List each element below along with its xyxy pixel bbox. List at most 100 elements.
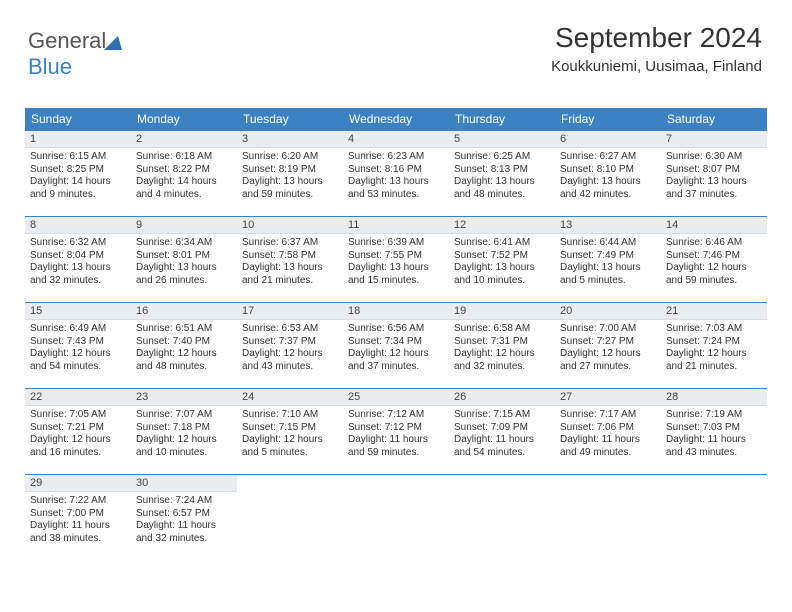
day-body: Sunrise: 6:41 AMSunset: 7:52 PMDaylight:…: [449, 234, 555, 291]
sunset-line: Sunset: 7:09 PM: [454, 422, 550, 435]
day-cell: 4Sunrise: 6:23 AMSunset: 8:16 PMDaylight…: [343, 131, 449, 217]
daylight-line: Daylight: 11 hours and 59 minutes.: [348, 434, 444, 459]
sunrise-line: Sunrise: 6:53 AM: [242, 323, 338, 336]
day-cell: 27Sunrise: 7:17 AMSunset: 7:06 PMDayligh…: [555, 389, 661, 475]
sunset-line: Sunset: 7:40 PM: [136, 336, 232, 349]
day-cell: 28Sunrise: 7:19 AMSunset: 7:03 PMDayligh…: [661, 389, 767, 475]
daylight-line: Daylight: 11 hours and 32 minutes.: [136, 520, 232, 545]
sunset-line: Sunset: 8:10 PM: [560, 164, 656, 177]
daylight-line: Daylight: 13 hours and 42 minutes.: [560, 176, 656, 201]
week-row: 29Sunrise: 7:22 AMSunset: 7:00 PMDayligh…: [25, 475, 767, 561]
day-number: 27: [555, 389, 661, 406]
daylight-line: Daylight: 12 hours and 10 minutes.: [136, 434, 232, 459]
day-number: 29: [25, 475, 131, 492]
day-number: 15: [25, 303, 131, 320]
logo-text-2: Blue: [28, 54, 72, 79]
day-cell: ..: [237, 475, 343, 561]
daylight-line: Daylight: 11 hours and 49 minutes.: [560, 434, 656, 459]
day-body: Sunrise: 7:10 AMSunset: 7:15 PMDaylight:…: [237, 406, 343, 463]
daylight-line: Daylight: 12 hours and 5 minutes.: [242, 434, 338, 459]
day-number: 9: [131, 217, 237, 234]
calendar-table: SundayMondayTuesdayWednesdayThursdayFrid…: [25, 108, 767, 561]
sunset-line: Sunset: 7:12 PM: [348, 422, 444, 435]
day-cell: 20Sunrise: 7:00 AMSunset: 7:27 PMDayligh…: [555, 303, 661, 389]
day-number: 30: [131, 475, 237, 492]
day-number: 21: [661, 303, 767, 320]
daylight-line: Daylight: 13 hours and 10 minutes.: [454, 262, 550, 287]
sunrise-line: Sunrise: 6:56 AM: [348, 323, 444, 336]
day-body: Sunrise: 6:30 AMSunset: 8:07 PMDaylight:…: [661, 148, 767, 205]
day-cell: 15Sunrise: 6:49 AMSunset: 7:43 PMDayligh…: [25, 303, 131, 389]
daylight-line: Daylight: 11 hours and 43 minutes.: [666, 434, 762, 459]
week-row: 1Sunrise: 6:15 AMSunset: 8:25 PMDaylight…: [25, 131, 767, 217]
daylight-line: Daylight: 12 hours and 43 minutes.: [242, 348, 338, 373]
sunrise-line: Sunrise: 7:17 AM: [560, 409, 656, 422]
day-body: Sunrise: 6:25 AMSunset: 8:13 PMDaylight:…: [449, 148, 555, 205]
day-header: Friday: [555, 108, 661, 131]
day-number: 16: [131, 303, 237, 320]
logo-text-1: General: [28, 28, 106, 53]
day-cell: 25Sunrise: 7:12 AMSunset: 7:12 PMDayligh…: [343, 389, 449, 475]
daylight-line: Daylight: 13 hours and 59 minutes.: [242, 176, 338, 201]
day-number: 24: [237, 389, 343, 406]
day-body: Sunrise: 6:49 AMSunset: 7:43 PMDaylight:…: [25, 320, 131, 377]
day-body: Sunrise: 6:56 AMSunset: 7:34 PMDaylight:…: [343, 320, 449, 377]
day-body: Sunrise: 7:05 AMSunset: 7:21 PMDaylight:…: [25, 406, 131, 463]
day-cell: 22Sunrise: 7:05 AMSunset: 7:21 PMDayligh…: [25, 389, 131, 475]
day-body: Sunrise: 7:19 AMSunset: 7:03 PMDaylight:…: [661, 406, 767, 463]
logo-triangle-icon: [104, 36, 122, 50]
day-number: 4: [343, 131, 449, 148]
sunrise-line: Sunrise: 6:32 AM: [30, 237, 126, 250]
week-row: 15Sunrise: 6:49 AMSunset: 7:43 PMDayligh…: [25, 303, 767, 389]
sunrise-line: Sunrise: 6:30 AM: [666, 151, 762, 164]
sunset-line: Sunset: 7:27 PM: [560, 336, 656, 349]
day-body: Sunrise: 7:17 AMSunset: 7:06 PMDaylight:…: [555, 406, 661, 463]
day-cell: 3Sunrise: 6:20 AMSunset: 8:19 PMDaylight…: [237, 131, 343, 217]
sunrise-line: Sunrise: 7:22 AM: [30, 495, 126, 508]
day-number: 22: [25, 389, 131, 406]
day-body: Sunrise: 6:39 AMSunset: 7:55 PMDaylight:…: [343, 234, 449, 291]
day-cell: 9Sunrise: 6:34 AMSunset: 8:01 PMDaylight…: [131, 217, 237, 303]
daylight-line: Daylight: 11 hours and 38 minutes.: [30, 520, 126, 545]
sunrise-line: Sunrise: 7:12 AM: [348, 409, 444, 422]
sunset-line: Sunset: 8:25 PM: [30, 164, 126, 177]
day-cell: ..: [555, 475, 661, 561]
sunset-line: Sunset: 7:37 PM: [242, 336, 338, 349]
sunrise-line: Sunrise: 6:25 AM: [454, 151, 550, 164]
day-cell: 16Sunrise: 6:51 AMSunset: 7:40 PMDayligh…: [131, 303, 237, 389]
day-body: Sunrise: 6:53 AMSunset: 7:37 PMDaylight:…: [237, 320, 343, 377]
day-body: Sunrise: 6:27 AMSunset: 8:10 PMDaylight:…: [555, 148, 661, 205]
sunrise-line: Sunrise: 6:41 AM: [454, 237, 550, 250]
daylight-line: Daylight: 12 hours and 27 minutes.: [560, 348, 656, 373]
day-cell: 8Sunrise: 6:32 AMSunset: 8:04 PMDaylight…: [25, 217, 131, 303]
day-cell: 18Sunrise: 6:56 AMSunset: 7:34 PMDayligh…: [343, 303, 449, 389]
sunset-line: Sunset: 7:34 PM: [348, 336, 444, 349]
day-number: 10: [237, 217, 343, 234]
sunset-line: Sunset: 7:46 PM: [666, 250, 762, 263]
daylight-line: Daylight: 14 hours and 4 minutes.: [136, 176, 232, 201]
day-cell: 21Sunrise: 7:03 AMSunset: 7:24 PMDayligh…: [661, 303, 767, 389]
sunset-line: Sunset: 7:00 PM: [30, 508, 126, 521]
daylight-line: Daylight: 13 hours and 5 minutes.: [560, 262, 656, 287]
sunrise-line: Sunrise: 6:15 AM: [30, 151, 126, 164]
day-header: Monday: [131, 108, 237, 131]
sunrise-line: Sunrise: 6:37 AM: [242, 237, 338, 250]
sunset-line: Sunset: 8:13 PM: [454, 164, 550, 177]
day-number: 6: [555, 131, 661, 148]
daylight-line: Daylight: 13 hours and 26 minutes.: [136, 262, 232, 287]
sunset-line: Sunset: 7:21 PM: [30, 422, 126, 435]
day-body: Sunrise: 6:46 AMSunset: 7:46 PMDaylight:…: [661, 234, 767, 291]
day-header: Saturday: [661, 108, 767, 131]
day-number: 12: [449, 217, 555, 234]
daylight-line: Daylight: 13 hours and 53 minutes.: [348, 176, 444, 201]
day-number: 13: [555, 217, 661, 234]
daylight-line: Daylight: 12 hours and 21 minutes.: [666, 348, 762, 373]
day-body: Sunrise: 6:32 AMSunset: 8:04 PMDaylight:…: [25, 234, 131, 291]
day-cell: ..: [343, 475, 449, 561]
sunrise-line: Sunrise: 6:58 AM: [454, 323, 550, 336]
sunset-line: Sunset: 7:03 PM: [666, 422, 762, 435]
day-number: 26: [449, 389, 555, 406]
sunset-line: Sunset: 8:16 PM: [348, 164, 444, 177]
daylight-line: Daylight: 12 hours and 16 minutes.: [30, 434, 126, 459]
sunrise-line: Sunrise: 7:05 AM: [30, 409, 126, 422]
